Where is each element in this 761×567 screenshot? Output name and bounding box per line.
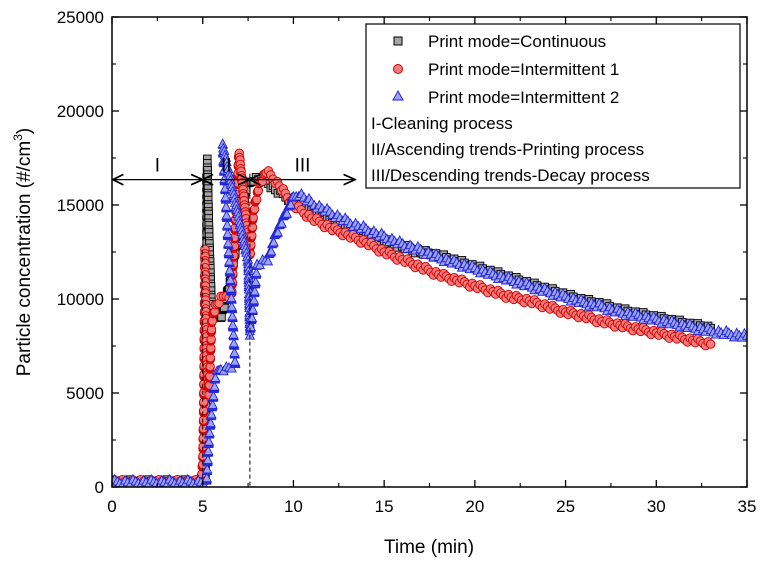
region-annotations: I II III bbox=[113, 156, 355, 487]
data-point-intermittent-2 bbox=[741, 329, 747, 340]
data-point-intermittent-2 bbox=[281, 207, 293, 218]
data-point-intermittent-2 bbox=[225, 273, 236, 284]
legend-marker-intermittent-2 bbox=[392, 89, 404, 101]
data-point-intermittent-2 bbox=[272, 226, 284, 237]
data-point-intermittent-2 bbox=[229, 347, 240, 357]
data-point-intermittent-2 bbox=[247, 303, 259, 314]
x-tick-label: 0 bbox=[107, 497, 116, 516]
legend-note-cleaning: I-Cleaning process bbox=[371, 114, 513, 133]
legend-box bbox=[365, 23, 741, 189]
data-point-intermittent-2 bbox=[203, 435, 215, 446]
x-tick-label: 5 bbox=[198, 497, 207, 516]
data-point-intermittent-2 bbox=[206, 408, 217, 419]
y-tick-label: 20000 bbox=[57, 102, 104, 121]
y-tick-label: 10000 bbox=[57, 290, 104, 309]
data-point-intermittent-2 bbox=[249, 285, 260, 296]
data-point-intermittent-2 bbox=[228, 328, 239, 339]
legend-entry-intermittent-2: Print mode=Intermittent 2 bbox=[428, 88, 619, 107]
y-axis-title-superscript: 3 bbox=[11, 134, 25, 141]
data-point-intermittent-2 bbox=[207, 399, 218, 409]
data-point-intermittent-2 bbox=[224, 255, 235, 266]
y-tick-label: 15000 bbox=[57, 196, 104, 215]
data-point-intermittent-2 bbox=[229, 355, 241, 366]
data-point-intermittent-2 bbox=[226, 292, 237, 303]
data-point-intermittent-1 bbox=[706, 339, 716, 349]
y-axis-title: Particle concentration (#/cm3) bbox=[11, 128, 35, 377]
data-point-intermittent-2 bbox=[224, 264, 235, 275]
data-point-continuous bbox=[217, 312, 226, 322]
data-point-intermittent-2 bbox=[228, 337, 240, 348]
data-point-intermittent-2 bbox=[262, 255, 274, 266]
data-point-intermittent-2 bbox=[210, 372, 221, 382]
data-point-intermittent-2 bbox=[221, 209, 232, 220]
y-axis-title-close: ) bbox=[14, 128, 35, 134]
region-label-III: III bbox=[295, 156, 311, 177]
data-point-intermittent-2 bbox=[276, 217, 287, 228]
legend-note-descending: III/Descending trends-Decay process bbox=[371, 166, 650, 185]
data-point-intermittent-2 bbox=[251, 267, 262, 278]
x-tick-label: 10 bbox=[284, 497, 303, 516]
data-point-intermittent-2 bbox=[204, 427, 215, 437]
x-tick-label: 25 bbox=[556, 497, 575, 516]
data-point-intermittent-2 bbox=[250, 276, 261, 286]
series-triangle bbox=[112, 138, 747, 487]
legend-note-ascending: II/Ascending trends-Printing process bbox=[371, 140, 644, 159]
data-point-intermittent-2 bbox=[220, 200, 232, 211]
data-point-intermittent-2 bbox=[226, 300, 237, 311]
data-point-intermittent-2 bbox=[202, 454, 213, 464]
legend-marker-continuous bbox=[393, 36, 403, 46]
axes-layer: 0 5 10 15 20 25 30 35 0 5000 10000 15000 20000 25000 bbox=[57, 8, 757, 516]
y-axis-title-main: Particle concentration (#/cm bbox=[14, 141, 35, 377]
data-point-intermittent-2 bbox=[208, 390, 219, 401]
data-point-intermittent-2 bbox=[220, 191, 231, 202]
legend-entry-intermittent-1: Print mode=Intermittent 1 bbox=[428, 60, 619, 79]
plot-layer bbox=[112, 138, 747, 487]
data-point-intermittent-2 bbox=[202, 463, 213, 474]
y-tick-label: 5000 bbox=[66, 384, 104, 403]
data-point-intermittent-2 bbox=[245, 321, 256, 332]
data-point-intermittent-2 bbox=[268, 236, 279, 247]
data-point-intermittent-2 bbox=[205, 417, 216, 428]
data-point-intermittent-2 bbox=[223, 237, 234, 248]
data-point-intermittent-2 bbox=[201, 472, 212, 483]
data-point-intermittent-2 bbox=[209, 380, 220, 391]
data-point-intermittent-2 bbox=[223, 246, 234, 256]
data-point-intermittent-2 bbox=[222, 227, 233, 238]
region-label-II: II bbox=[221, 156, 232, 177]
data-point-intermittent-2 bbox=[227, 319, 238, 330]
data-point-intermittent-2 bbox=[222, 219, 233, 229]
y-tick-label: 0 bbox=[95, 478, 104, 497]
data-point-intermittent-2 bbox=[248, 294, 260, 305]
data-point-intermittent-2 bbox=[285, 198, 296, 209]
x-tick-label: 35 bbox=[738, 497, 757, 516]
data-point-intermittent-2 bbox=[225, 282, 236, 293]
x-tick-label: 30 bbox=[647, 497, 666, 516]
data-point-intermittent-2 bbox=[266, 245, 277, 256]
region-label-I: I bbox=[155, 156, 160, 177]
legend-marker-intermittent-1 bbox=[393, 64, 403, 74]
x-tick-label: 15 bbox=[375, 497, 394, 516]
x-tick-label: 20 bbox=[465, 497, 484, 516]
data-point-intermittent-2 bbox=[203, 445, 214, 456]
legend: Print mode=Continuous Print mode=Intermi… bbox=[365, 23, 741, 189]
x-axis-title: Time (min) bbox=[384, 537, 474, 558]
legend-entry-continuous: Print mode=Continuous bbox=[428, 32, 606, 51]
data-point-intermittent-2 bbox=[227, 310, 238, 321]
y-tick-label: 25000 bbox=[57, 8, 104, 27]
